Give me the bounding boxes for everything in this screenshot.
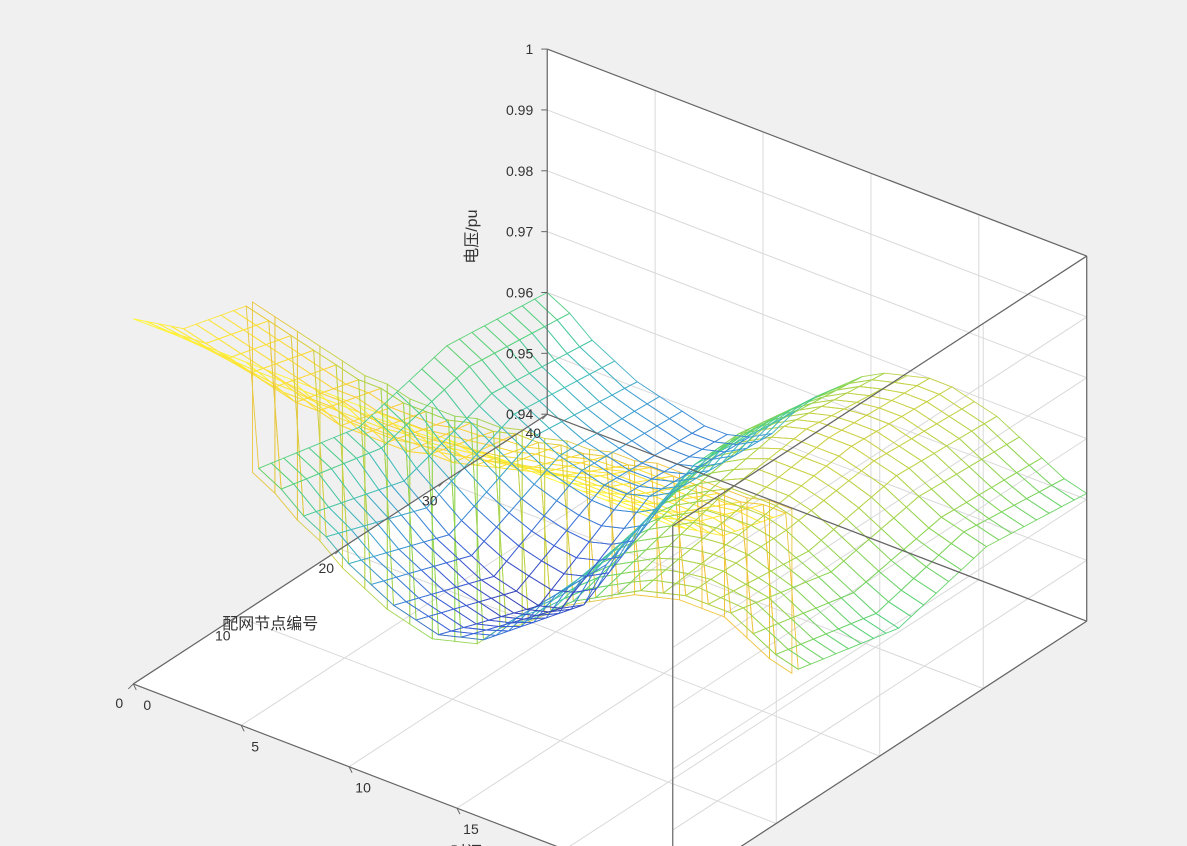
y-tick-label: 30 [422,493,438,509]
y-tick-label: 0 [115,695,123,711]
z-tick-label: 0.98 [506,163,533,179]
y-axis-label: 配网节点编号 [222,615,318,633]
z-tick-label: 0.97 [506,224,533,240]
z-tick-label: 0.99 [506,102,533,118]
y-tick-label: 20 [318,560,334,576]
x-tick-label: 10 [355,780,371,796]
x-tick-label: 0 [143,697,151,713]
surface-plot-3d: 05101520250102030400.940.950.960.970.980… [0,0,1187,846]
z-tick-label: 0.96 [506,284,533,300]
x-tick-label: 5 [251,738,259,754]
z-tick-label: 1 [525,41,533,57]
y-tick-label: 40 [525,425,541,441]
z-tick-label: 0.94 [506,406,533,422]
z-tick-label: 0.95 [506,345,533,361]
z-axis-label: 电压/pu [463,210,481,264]
x-tick-label: 15 [463,821,479,837]
